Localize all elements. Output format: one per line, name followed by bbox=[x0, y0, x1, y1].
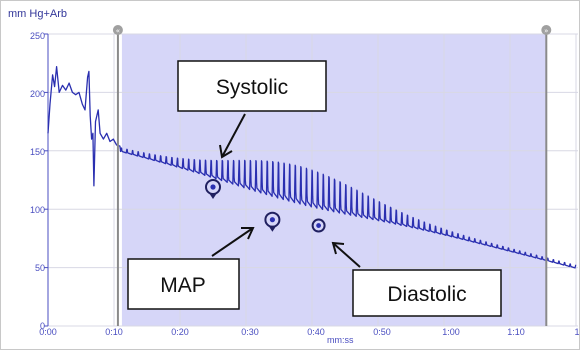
svg-text:«: « bbox=[116, 27, 120, 35]
x-tick-1-10: 1:10 bbox=[507, 327, 525, 337]
diastolic-label: Diastolic bbox=[387, 283, 466, 306]
x-tick-0-10: 0:10 bbox=[105, 327, 123, 337]
x-tick-0-50: 0:50 bbox=[373, 327, 391, 337]
map-label: MAP bbox=[160, 274, 206, 297]
y-tick-250: 250 bbox=[30, 31, 45, 41]
systolic-label: Systolic bbox=[216, 76, 288, 99]
x-tick-1-20: 1 bbox=[574, 327, 579, 337]
systolic-marker[interactable] bbox=[205, 179, 221, 200]
x-tick-0-40: 0:40 bbox=[307, 327, 325, 337]
map-arrow bbox=[211, 227, 254, 257]
y-tick-150: 150 bbox=[30, 147, 45, 157]
svg-text:»: » bbox=[544, 27, 548, 35]
pressure-trace bbox=[47, 66, 577, 269]
y-axis-unit: mm Hg+Arb bbox=[8, 8, 67, 20]
diastolic-callout: Diastolic bbox=[331, 241, 502, 317]
y-tick-0: 0 bbox=[40, 321, 45, 331]
diastolic-marker[interactable] bbox=[311, 218, 326, 233]
y-tick-200: 200 bbox=[30, 89, 45, 99]
x-tick-0-00: 0:00 bbox=[39, 327, 57, 337]
map-marker[interactable] bbox=[264, 211, 281, 232]
x-axis-unit: mm:ss bbox=[327, 335, 354, 345]
left-cursor-handle[interactable]: « bbox=[112, 25, 123, 35]
right-cursor-handle[interactable]: » bbox=[541, 25, 552, 35]
x-tick-0-30: 0:30 bbox=[241, 327, 259, 337]
diastolic-arrow bbox=[332, 242, 361, 268]
x-tick-0-20: 0:20 bbox=[171, 327, 189, 337]
systolic-callout: Systolic bbox=[177, 60, 327, 159]
systolic-arrow bbox=[221, 113, 246, 158]
x-tick-1-00: 1:00 bbox=[442, 327, 460, 337]
map-callout: MAP bbox=[127, 227, 255, 310]
y-tick-50: 50 bbox=[35, 263, 45, 273]
y-tick-100: 100 bbox=[30, 205, 45, 215]
